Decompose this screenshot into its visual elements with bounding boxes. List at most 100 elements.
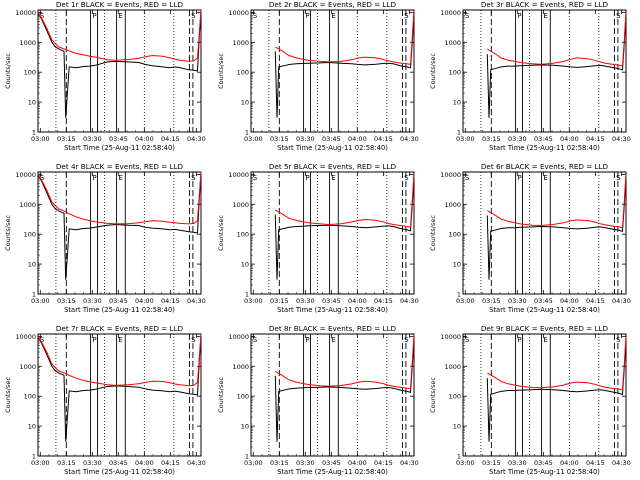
x-tick-label: 03:00 <box>31 297 50 305</box>
y-tick-label: 10 <box>453 261 461 269</box>
flag-label: E <box>118 336 122 344</box>
x-tick-label: 03:45 <box>322 459 341 467</box>
series-line-events <box>37 171 202 280</box>
flag-label: E <box>331 12 335 20</box>
x-axis-label: Start Time (25-Aug-11 02:58:40) <box>277 144 388 152</box>
series-line-events <box>274 335 415 442</box>
x-tick-label: 03:45 <box>322 135 341 143</box>
x-axis-label: Start Time (25-Aug-11 02:58:40) <box>64 468 175 476</box>
flag-label: E <box>543 336 547 344</box>
plot-frame <box>250 333 415 457</box>
y-tick-label: 10 <box>453 99 461 107</box>
y-tick-label: 10000 <box>15 9 36 17</box>
x-tick-label: 04:15 <box>161 135 180 143</box>
x-tick-label: 04:15 <box>161 297 180 305</box>
x-tick-label: 03:15 <box>270 135 289 143</box>
flag-label: P <box>92 336 96 344</box>
y-tick-label: 10 <box>453 423 461 431</box>
detector-plot-8: Det 8r BLACK = Events, RED = LLD 1 10 100 10… <box>217 324 419 476</box>
flag-label: S <box>191 336 196 344</box>
flag-label: P <box>92 174 96 182</box>
y-tick-label: 1 <box>457 453 461 461</box>
y-tick-label: 10000 <box>440 333 461 341</box>
x-axis-label: Start Time (25-Aug-11 02:58:40) <box>64 306 175 314</box>
flag-label: S <box>404 174 409 182</box>
y-axis-label: Counts/sec <box>217 377 225 413</box>
x-tick-label: 03:30 <box>83 297 102 305</box>
plot-title: Det 3r BLACK = Events, RED = LLD <box>481 0 609 9</box>
flag-label: P <box>517 174 521 182</box>
flag-label: S <box>253 336 258 344</box>
y-tick-label: 1 <box>32 453 36 461</box>
series-line-lld <box>37 171 202 225</box>
series-line-events <box>274 173 415 280</box>
y-tick-label: 1000 <box>19 39 36 47</box>
x-tick-label: 04:30 <box>187 459 206 467</box>
flag-label: E <box>331 174 335 182</box>
flag-label: S <box>40 12 45 20</box>
y-tick-label: 10000 <box>228 333 249 341</box>
detector-plot-6: Det 6r BLACK = Events, RED = LLD 1 10 100 10… <box>429 162 631 314</box>
series-line-lld <box>275 335 415 390</box>
series-line-lld <box>275 11 415 66</box>
y-tick-label: 1000 <box>19 363 36 371</box>
x-tick-label: 04:00 <box>348 459 367 467</box>
plot-title: Det 6r BLACK = Events, RED = LLD <box>481 162 609 171</box>
x-tick-label: 03:00 <box>244 297 263 305</box>
y-tick-label: 1 <box>245 453 249 461</box>
y-tick-label: 1 <box>32 129 36 137</box>
x-tick-label: 04:15 <box>161 459 180 467</box>
x-axis-label: Start Time (25-Aug-11 02:58:40) <box>277 306 388 314</box>
series-line-events <box>37 333 202 442</box>
x-axis-label: Start Time (25-Aug-11 02:58:40) <box>489 306 600 314</box>
y-tick-label: 100 <box>24 69 36 77</box>
flag-label: S <box>465 336 470 344</box>
y-tick-label: 1000 <box>444 363 461 371</box>
y-tick-label: 10000 <box>15 333 36 341</box>
y-axis-label: Counts/sec <box>217 53 225 89</box>
x-axis-label: Start Time (25-Aug-11 02:58:40) <box>64 144 175 152</box>
detector-plot-4: Det 4r BLACK = Events, RED = LLD 1 10 100 10… <box>4 162 206 314</box>
series-line-events <box>486 336 627 442</box>
series-line-lld <box>37 9 202 62</box>
flag-label: E <box>543 174 547 182</box>
y-axis-label: Counts/sec <box>4 377 12 413</box>
x-tick-label: 03:00 <box>31 135 50 143</box>
detector-plot-3: Det 3r BLACK = Events, RED = LLD 1 10 100 10… <box>429 0 631 152</box>
x-tick-label: 03:15 <box>57 297 76 305</box>
x-tick-label: 03:15 <box>57 135 76 143</box>
flag-label: E <box>118 174 122 182</box>
y-tick-label: 1000 <box>444 39 461 47</box>
y-tick-label: 10000 <box>440 171 461 179</box>
y-axis-label: Counts/sec <box>217 215 225 251</box>
series-line-events <box>486 174 627 280</box>
x-tick-label: 04:00 <box>135 459 154 467</box>
x-tick-label: 03:15 <box>57 459 76 467</box>
y-tick-label: 100 <box>24 393 36 401</box>
x-tick-label: 04:00 <box>348 297 367 305</box>
flag-label: S <box>40 336 45 344</box>
y-axis-label: Counts/sec <box>429 215 437 251</box>
y-tick-label: 10000 <box>440 9 461 17</box>
x-tick-label: 04:30 <box>400 297 419 305</box>
x-tick-label: 04:15 <box>586 459 605 467</box>
x-axis-label: Start Time (25-Aug-11 02:58:40) <box>277 468 388 476</box>
flag-label: S <box>191 174 196 182</box>
y-tick-label: 10 <box>28 423 36 431</box>
plot-frame <box>37 333 202 457</box>
x-tick-label: 04:00 <box>348 135 367 143</box>
plot-frame <box>462 333 627 457</box>
y-tick-label: 10 <box>241 261 249 269</box>
detector-plot-5: Det 5r BLACK = Events, RED = LLD 1 10 100 10… <box>217 162 419 314</box>
plot-title: Det 1r BLACK = Events, RED = LLD <box>56 0 184 9</box>
y-tick-label: 1 <box>457 129 461 137</box>
x-tick-label: 03:15 <box>270 459 289 467</box>
x-tick-label: 03:00 <box>456 135 475 143</box>
series-line-lld <box>487 336 627 391</box>
y-tick-label: 10 <box>241 99 249 107</box>
plot-title: Det 9r BLACK = Events, RED = LLD <box>481 324 609 333</box>
flag-label: E <box>543 12 547 20</box>
y-tick-label: 100 <box>24 231 36 239</box>
flag-label: S <box>616 12 621 20</box>
